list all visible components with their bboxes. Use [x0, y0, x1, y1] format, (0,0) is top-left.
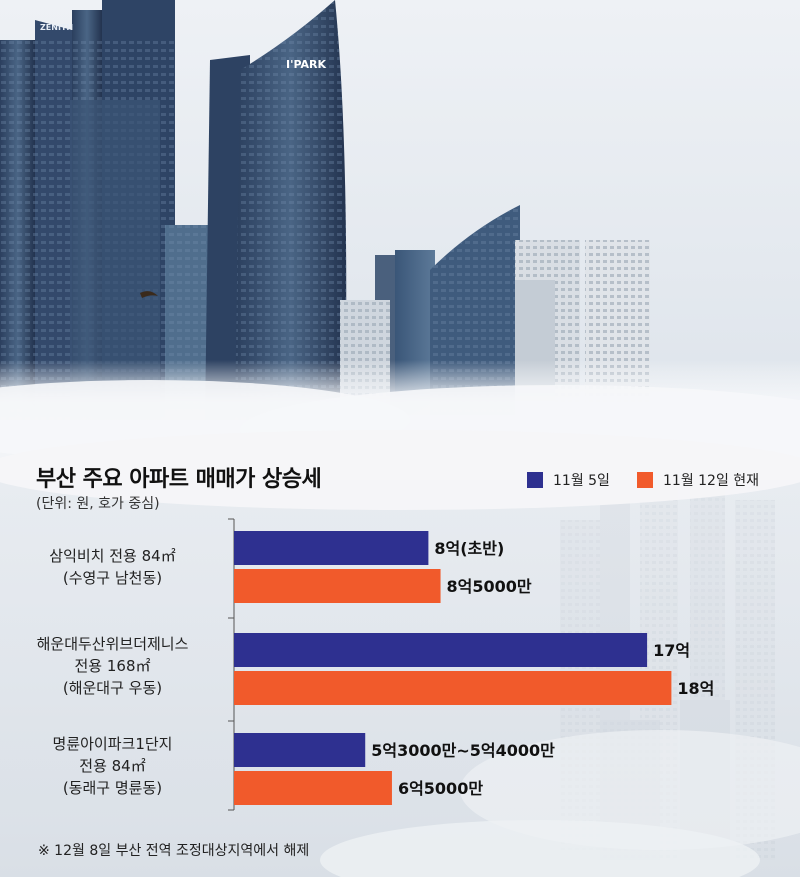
data-label: 8억(초반) [434, 539, 504, 558]
category-area: (수영구 남천동) [62, 569, 163, 587]
category-name: 삼익비치 전용 84㎡ [49, 547, 176, 565]
bar-nov5-1 [234, 531, 429, 565]
category-size: 전용 84㎡ [79, 757, 146, 775]
bar-nov5-2 [234, 633, 648, 667]
footnote: ※ 12월 8일 부산 전역 조정대상지역에서 해제 [38, 843, 310, 859]
legend-swatch [527, 472, 543, 488]
ipark-sign: I'PARK [286, 58, 326, 71]
legend-item-series-1: 11월 5일 [527, 470, 610, 490]
chart-subtitle: (단위: 원, 호가 중심) [36, 496, 160, 512]
data-label: 18억 [677, 679, 714, 698]
category-label-1: 삼익비치 전용 84㎡ (수영구 남천동) [0, 545, 225, 589]
bar-nov5-3 [234, 733, 366, 767]
data-label: 6억5000만 [398, 779, 483, 798]
category-name: 명륜아이파크1단지 [52, 735, 173, 753]
category-label-3: 명륜아이파크1단지 전용 84㎡ (동래구 명륜동) [0, 733, 225, 799]
legend-item-series-2: 11월 12일 현재 [637, 470, 759, 490]
data-label: 17억 [653, 641, 690, 660]
legend-swatch [637, 472, 653, 488]
data-label: 8억5000만 [447, 577, 532, 596]
bar-nov12-2 [234, 671, 672, 705]
category-size: 전용 168㎡ [74, 657, 151, 675]
chart-title: 부산 주요 아파트 매매가 상승세 [36, 467, 322, 492]
category-area: (해운대구 우동) [62, 679, 163, 697]
category-label-2: 해운대두산위브더제니스 전용 168㎡ (해운대구 우동) [0, 633, 225, 699]
legend-label: 11월 5일 [553, 473, 610, 489]
data-label: 5억3000만~5억4000만 [371, 741, 555, 760]
legend-label: 11월 12일 현재 [663, 473, 760, 489]
category-area: (동래구 명륜동) [62, 779, 163, 797]
bar-nov12-3 [234, 771, 392, 805]
category-name: 해운대두산위브더제니스 [36, 635, 189, 653]
zenith-sign: ZENITH [40, 23, 73, 32]
bar-nov12-1 [234, 569, 441, 603]
